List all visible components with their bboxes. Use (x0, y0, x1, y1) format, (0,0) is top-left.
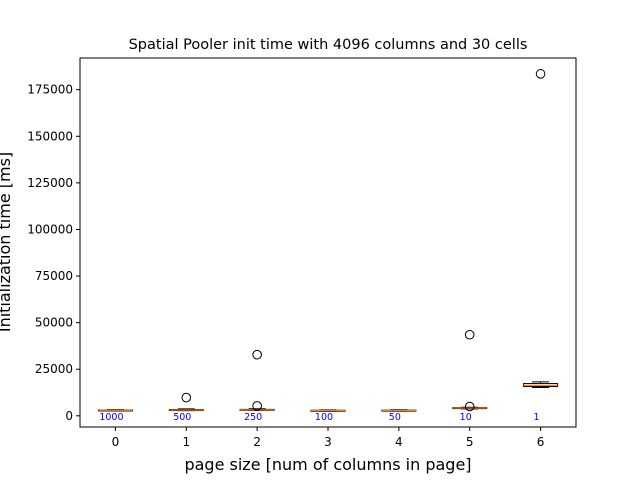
outlier-point (464, 329, 475, 340)
x-tick-label: 6 (537, 435, 545, 449)
y-tick-label: 150000 (27, 129, 73, 143)
outlier-point (464, 401, 475, 412)
box-annotation: 500 (173, 412, 191, 423)
x-tick-label: 1 (182, 435, 190, 449)
y-tick-label: 25000 (35, 362, 73, 376)
outlier-point (535, 69, 546, 79)
box-annotation: 10 (460, 412, 472, 423)
y-tick-label: 175000 (27, 83, 73, 97)
outlier-point (252, 401, 262, 411)
x-tick-label: 5 (466, 435, 474, 449)
y-tick-label: 75000 (35, 269, 73, 283)
y-tick-label: 50000 (35, 316, 73, 330)
x-tick-label: 2 (253, 435, 261, 449)
x-tick-label: 4 (395, 435, 403, 449)
box-annotation: 1000 (99, 412, 123, 423)
y-tick-label: 0 (65, 409, 73, 423)
x-axis-label: page size [num of columns in page] (184, 455, 471, 474)
box-annotation: 100 (315, 412, 333, 423)
y-axis-label: Initialization time [ms] (0, 152, 14, 332)
box-annotation: 250 (244, 412, 262, 423)
outlier-point (252, 349, 262, 360)
plot-area: 0 1 2 3 4 5 6 0 25000 50000 75000 100000 125000 15000… (27, 57, 577, 449)
y-tick-label: 125000 (27, 176, 73, 190)
x-tick-label: 3 (324, 435, 332, 449)
x-tick-label: 0 (112, 435, 120, 449)
box-annotation: 50 (389, 412, 401, 423)
box-annotation: 1 (534, 412, 540, 423)
chart-title: Spatial Pooler init time with 4096 colum… (129, 37, 528, 53)
y-tick-label: 100000 (27, 222, 73, 236)
outlier-point (181, 392, 192, 403)
